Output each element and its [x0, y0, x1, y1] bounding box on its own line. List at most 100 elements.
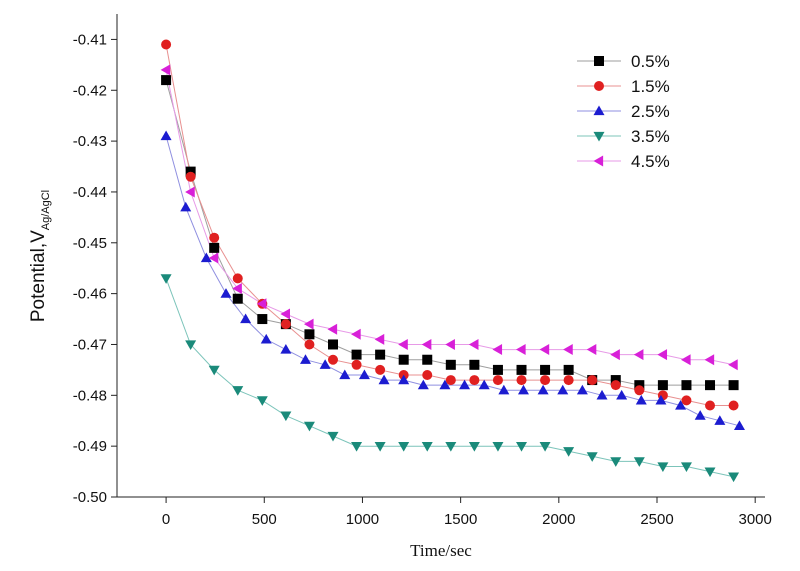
data-point-1-5pct	[540, 375, 551, 386]
data-point-1-5pct	[304, 339, 315, 350]
data-point-3-5pct	[539, 442, 551, 452]
data-point-2-5pct	[220, 288, 232, 298]
data-point-0-5pct	[375, 349, 386, 360]
data-point-3-5pct	[351, 442, 363, 452]
data-point-3-5pct	[468, 442, 480, 452]
data-point-1-5pct	[492, 375, 503, 386]
data-point-2-5pct	[319, 359, 331, 369]
x-tick-label: 1000	[346, 511, 379, 528]
data-point-1-5pct	[610, 380, 621, 391]
x-tick-label: 2500	[640, 511, 673, 528]
data-point-2-5pct	[498, 384, 510, 395]
y-tick-label: -0.43	[73, 133, 107, 150]
x-tick-label: 1500	[444, 511, 477, 528]
y-tick-label: -0.45	[73, 235, 107, 252]
data-point-1-5pct	[375, 364, 386, 375]
data-point-4-5pct	[680, 354, 691, 366]
data-point-3-5pct	[492, 442, 504, 452]
data-point-0-5pct	[328, 339, 338, 350]
data-point-4-5pct	[704, 354, 715, 366]
data-point-2-5pct	[675, 399, 687, 410]
y-tick-label: -0.42	[73, 82, 107, 99]
data-point-2-5pct	[339, 369, 351, 380]
data-point-0-5pct	[610, 375, 621, 386]
data-point-1-5pct	[232, 273, 243, 284]
series-line-0-5pct	[165, 79, 734, 386]
data-point-4-5pct	[728, 359, 738, 371]
data-point-0-5pct	[232, 293, 243, 304]
y-tick-label: -0.46	[73, 286, 107, 303]
data-point-1-5pct	[469, 375, 480, 386]
data-point-2-5pct	[398, 374, 410, 385]
data-point-1-5pct	[209, 232, 220, 243]
data-point-0-5pct	[540, 364, 551, 375]
data-point-3-5pct	[610, 457, 622, 467]
data-point-4-5pct	[633, 349, 644, 361]
data-point-2-5pct	[557, 384, 569, 395]
data-point-1-5pct	[185, 171, 196, 182]
legend-marker-0-5pct	[594, 56, 604, 66]
data-point-2-5pct	[537, 384, 549, 395]
data-point-3-5pct	[208, 365, 220, 376]
data-point-0-5pct	[161, 75, 172, 86]
data-point-3-5pct	[586, 452, 598, 462]
legend-marker-1-5pct	[594, 81, 604, 91]
data-point-3-5pct	[680, 462, 692, 472]
data-point-4-5pct	[492, 344, 503, 356]
data-point-2-5pct	[300, 354, 312, 364]
data-point-4-5pct	[327, 323, 338, 335]
legend-label-4-5pct: 4.5%	[631, 152, 670, 171]
data-point-2-5pct	[240, 313, 252, 324]
series-markers	[160, 39, 745, 483]
data-point-2-5pct	[655, 394, 667, 405]
data-point-2-5pct	[733, 420, 745, 430]
data-point-4-5pct	[208, 252, 219, 264]
data-point-0-5pct	[422, 354, 433, 365]
y-axis-title-main: Potential,V	[28, 230, 49, 322]
data-point-2-5pct	[616, 389, 628, 400]
data-point-4-5pct	[185, 186, 195, 198]
data-point-3-5pct	[728, 472, 740, 483]
data-point-0-5pct	[398, 354, 409, 365]
legend-label-3-5pct: 3.5%	[631, 127, 670, 146]
data-point-3-5pct	[185, 340, 197, 350]
y-tick-label: -0.49	[73, 438, 107, 455]
data-point-3-5pct	[398, 442, 410, 452]
data-point-1-5pct	[705, 400, 716, 411]
y-tick-label: -0.47	[73, 336, 107, 353]
data-point-4-5pct	[256, 298, 267, 310]
data-point-0-5pct	[728, 380, 739, 391]
data-point-3-5pct	[303, 421, 315, 432]
data-point-4-5pct	[303, 318, 314, 330]
data-point-1-5pct	[445, 375, 456, 386]
data-point-1-5pct	[728, 400, 739, 411]
y-tick-label: -0.48	[73, 387, 107, 404]
data-point-0-5pct	[185, 166, 196, 177]
legend-marker-3-5pct	[593, 131, 605, 142]
legend: 0.5% 1.5% 2.5% 3.5% 4.5%	[577, 52, 670, 171]
data-point-3-5pct	[374, 442, 386, 452]
series-line-1-5pct	[165, 44, 734, 406]
data-point-3-5pct	[160, 274, 172, 284]
data-point-4-5pct	[539, 344, 550, 356]
data-point-0-5pct	[516, 364, 527, 375]
legend-label-1-5pct: 1.5%	[631, 77, 670, 96]
data-point-4-5pct	[445, 338, 455, 350]
data-point-0-5pct	[563, 364, 574, 375]
data-point-4-5pct	[160, 64, 171, 76]
data-point-3-5pct	[516, 442, 528, 452]
data-point-1-5pct	[351, 359, 362, 370]
data-point-0-5pct	[304, 329, 315, 340]
data-point-0-5pct	[657, 380, 668, 391]
x-tick-label: 2000	[542, 511, 575, 528]
data-point-4-5pct	[563, 344, 573, 356]
data-point-0-5pct	[257, 314, 268, 325]
y-tick-label: -0.44	[73, 184, 107, 201]
legend-label-2-5pct: 2.5%	[631, 102, 670, 121]
data-point-2-5pct	[417, 379, 429, 390]
legend-marker-2-5pct	[593, 105, 605, 116]
data-point-1-5pct	[634, 385, 645, 396]
data-point-0-5pct	[492, 364, 503, 375]
data-point-4-5pct	[280, 308, 290, 320]
